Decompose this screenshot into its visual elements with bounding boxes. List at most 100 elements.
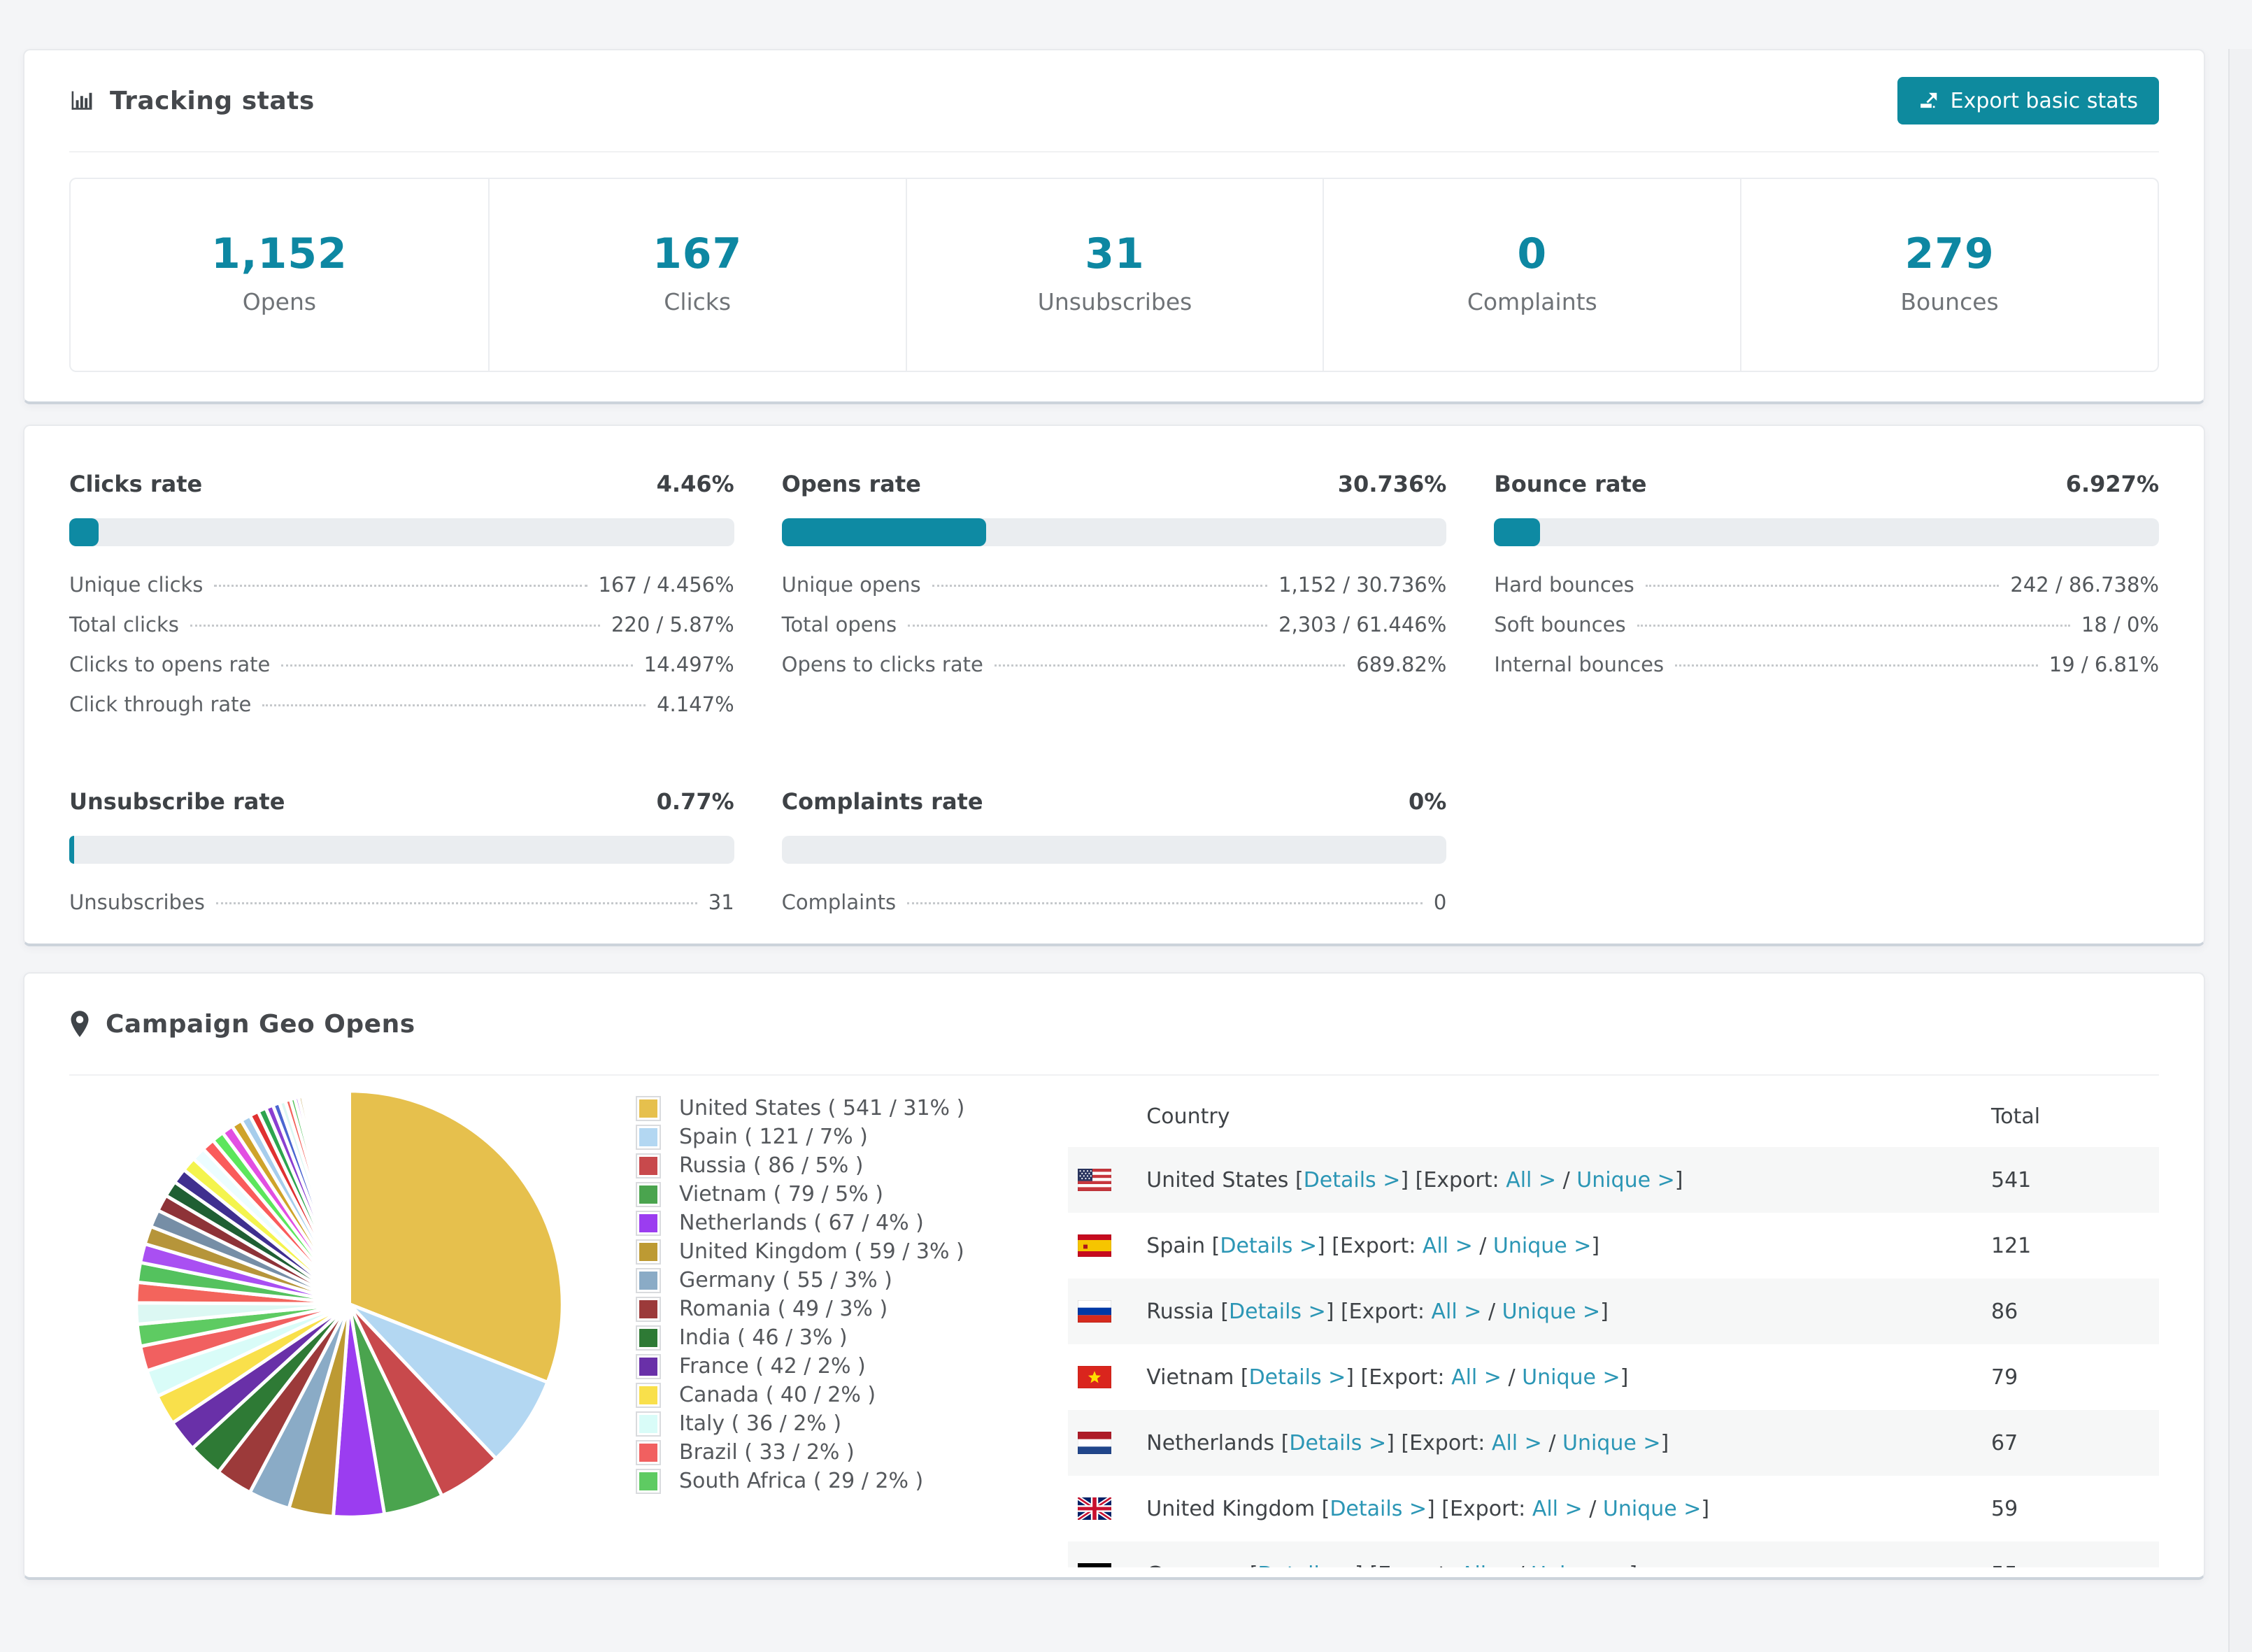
country-cell: Russia [Details >] [Export: All > / Uniq…: [1146, 1299, 1991, 1324]
export-basic-stats-button[interactable]: Export basic stats: [1897, 77, 2159, 124]
legend-item: France ( 42 / 2% ): [636, 1352, 964, 1381]
rate-progressbar: [69, 518, 734, 546]
bracket: [: [1211, 1233, 1220, 1258]
summary-box: 0 Complaints: [1323, 179, 1740, 371]
rate-progressbar: [69, 836, 734, 864]
rate-block: Clicks rate 4.46% Unique clicks 167 / 4.456…: [69, 471, 734, 732]
page-title: Tracking stats: [110, 86, 315, 115]
legend-label: United Kingdom ( 59 / 3% ): [679, 1239, 964, 1264]
legend-swatch: [636, 1124, 661, 1150]
details-link[interactable]: Details >: [1248, 1365, 1346, 1390]
bracket: ] [: [1355, 1562, 1378, 1568]
bracket: [: [1250, 1562, 1258, 1568]
table-row: Netherlands [Details >] [Export: All > /…: [1068, 1410, 2159, 1476]
country-cell: United States [Details >] [Export: All >…: [1146, 1168, 1991, 1192]
legend-item: India ( 46 / 3% ): [636, 1323, 964, 1352]
export-unique-link[interactable]: Unique >: [1522, 1365, 1620, 1390]
dotted-leader: [1675, 664, 2038, 667]
legend-swatch: [636, 1325, 661, 1351]
legend-item: Romania ( 49 / 3% ): [636, 1295, 964, 1323]
rate-progress-fill: [781, 518, 986, 546]
export-icon: [1918, 90, 1939, 111]
legend-item: Germany ( 55 / 3% ): [636, 1266, 964, 1295]
table-row: Germany [Details >] [Export: All > / Uni…: [1068, 1541, 2159, 1567]
export-all-link[interactable]: All >: [1422, 1233, 1473, 1258]
legend-item: Russia ( 86 / 5% ): [636, 1151, 964, 1180]
country-cell: Vietnam [Details >] [Export: All > / Uni…: [1146, 1365, 1991, 1390]
detail-value: 0: [1433, 890, 1447, 914]
table-row: Russia [Details >] [Export: All > / Uniq…: [1068, 1279, 2159, 1344]
rate-block: Complaints rate 0% Complaints 0: [781, 788, 1447, 930]
export-unique-link[interactable]: Unique >: [1531, 1562, 1630, 1568]
export-unique-link[interactable]: Unique >: [1492, 1233, 1592, 1258]
export-all-link[interactable]: All >: [1431, 1299, 1482, 1324]
rate-progressbar: [781, 836, 1447, 864]
country-name: Russia: [1146, 1299, 1221, 1324]
rate-title: Bounce rate: [1494, 471, 1647, 497]
rate-value: 0%: [1409, 788, 1447, 815]
scrollbar-track[interactable]: [2228, 49, 2252, 1652]
legend-item: Spain ( 121 / 7% ): [636, 1123, 964, 1151]
export-all-link[interactable]: All >: [1460, 1562, 1511, 1568]
total-cell: 86: [1991, 1299, 2018, 1324]
rate-value: 6.927%: [2065, 471, 2159, 497]
bracket: ]: [1600, 1299, 1609, 1324]
export-unique-link[interactable]: Unique >: [1562, 1430, 1661, 1455]
rate-block: Unsubscribe rate 0.77% Unsubscribes 31: [69, 788, 734, 930]
legend-swatch: [636, 1439, 661, 1465]
rate-detail-rows: Unique clicks 167 / 4.456% Total clicks 220…: [69, 573, 734, 732]
geo-legend: United States ( 541 / 31% ) Spain ( 121 /…: [636, 1094, 964, 1567]
legend-item: Brazil ( 33 / 2% ): [636, 1438, 964, 1467]
bracket: [: [1321, 1496, 1330, 1521]
summary-value: 279: [1904, 229, 1995, 278]
dotted-leader: [262, 704, 646, 706]
flag-vn-icon: [1068, 1366, 1146, 1388]
details-link[interactable]: Details >: [1303, 1167, 1401, 1192]
summary-value: 31: [1085, 229, 1145, 278]
export-unique-link[interactable]: Unique >: [1602, 1496, 1702, 1521]
export-unique-link[interactable]: Unique >: [1576, 1167, 1675, 1192]
legend-label: South Africa ( 29 / 2% ): [679, 1469, 924, 1493]
dotted-leader: [907, 902, 1423, 904]
country-name: Germany: [1146, 1562, 1249, 1568]
summary-box: 279 Bounces: [1740, 179, 2158, 371]
details-link[interactable]: Details >: [1229, 1299, 1326, 1324]
total-cell: 55: [1991, 1562, 2159, 1568]
rate-detail-rows: Unsubscribes 31: [69, 890, 734, 930]
pie-slice: [348, 1302, 550, 1461]
legend-item: Canada ( 40 / 2% ): [636, 1381, 964, 1409]
export-prefix: Export:: [1369, 1365, 1452, 1390]
rate-detail-row: Click through rate 4.147%: [69, 692, 734, 732]
legend-swatch: [636, 1210, 661, 1236]
separator: /: [1481, 1299, 1502, 1324]
legend-swatch: [636, 1239, 661, 1265]
legend-label: India ( 46 / 3% ): [679, 1325, 848, 1350]
rate-detail-row: Hard bounces 242 / 86.738%: [1494, 573, 2159, 613]
export-unique-link[interactable]: Unique >: [1502, 1299, 1601, 1324]
details-link[interactable]: Details >: [1289, 1430, 1387, 1455]
legend-item: Italy ( 36 / 2% ): [636, 1409, 964, 1438]
summary-box: 31 Unsubscribes: [905, 179, 1323, 371]
legend-label: Netherlands ( 67 / 4% ): [679, 1211, 924, 1235]
rate-detail-row: Opens to clicks rate 689.82%: [782, 653, 1447, 692]
summary-label: Complaints: [1467, 288, 1597, 315]
rate-title: Clicks rate: [69, 471, 203, 497]
details-link[interactable]: Details >: [1220, 1233, 1318, 1258]
export-all-link[interactable]: All >: [1532, 1496, 1583, 1521]
flag-ru-icon: [1068, 1300, 1146, 1323]
details-link[interactable]: Details >: [1257, 1562, 1355, 1568]
rate-progressbar: [1494, 518, 2159, 546]
geo-header: Campaign Geo Opens: [69, 974, 2159, 1076]
rate-value: 0.77%: [656, 788, 734, 815]
export-all-link[interactable]: All >: [1506, 1167, 1557, 1192]
details-link[interactable]: Details >: [1330, 1496, 1427, 1521]
dotted-leader: [1645, 585, 2000, 587]
detail-label: Click through rate: [69, 692, 252, 716]
detail-value: 4.147%: [657, 692, 734, 716]
legend-label: France ( 42 / 2% ): [679, 1354, 866, 1379]
export-all-link[interactable]: All >: [1451, 1365, 1502, 1390]
export-all-link[interactable]: All >: [1491, 1430, 1542, 1455]
detail-label: Opens to clicks rate: [781, 653, 983, 676]
summary-label: Clicks: [664, 288, 732, 315]
campaign-geo-opens-card: Campaign Geo Opens United States ( 541 /…: [23, 972, 2205, 1580]
